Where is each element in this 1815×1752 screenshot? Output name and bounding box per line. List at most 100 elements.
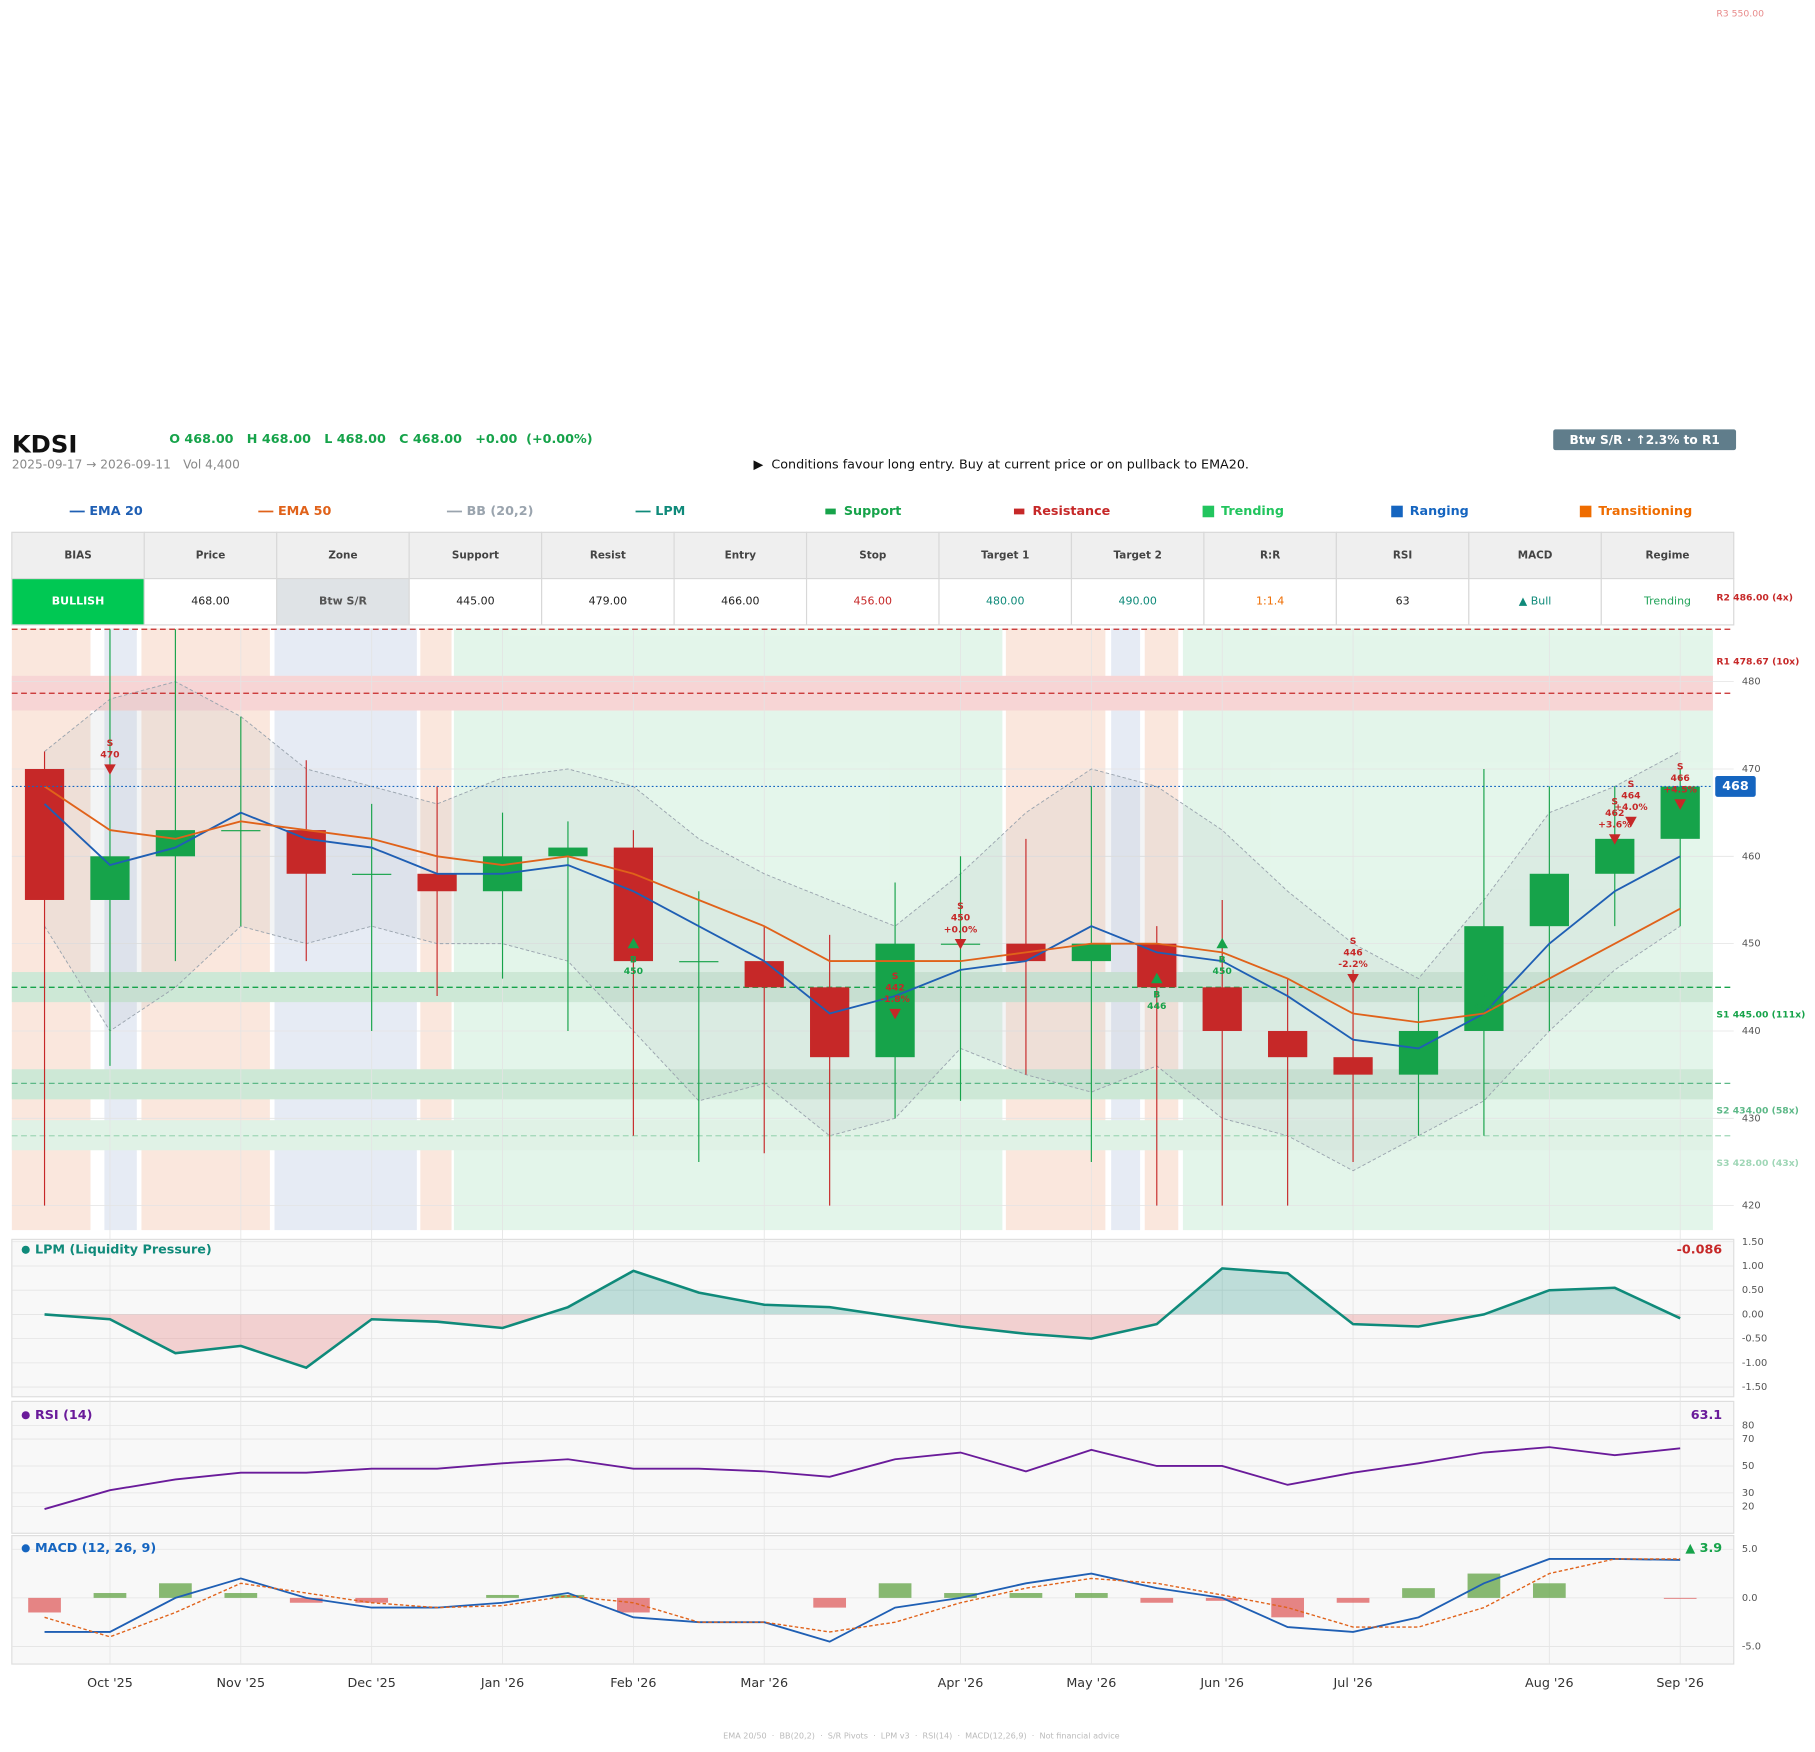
regime-shading [11, 628, 1713, 1231]
table-header: Regime [1646, 549, 1690, 561]
signal-marker [1347, 973, 1359, 985]
table-value: Btw S/R [319, 595, 368, 608]
ohlc: O 468.00 H 468.00 L 468.00 C 468.00 +0.0… [169, 431, 592, 446]
candle-body [810, 987, 850, 1058]
signal-side: B [1153, 989, 1160, 1000]
signal-change: +0.0% [944, 924, 977, 935]
signal-price: 446 [1474, 1001, 1493, 1012]
table-value: 445.00 [456, 595, 494, 608]
pane [11, 1535, 1735, 1665]
table-header-cell [1468, 531, 1602, 580]
x-tick-label: Jan '26 [480, 1675, 524, 1690]
legend-label: LPM [655, 503, 685, 518]
legend-square [1202, 505, 1215, 518]
signal-side: S [957, 901, 964, 912]
bollinger-upper [44, 681, 1681, 980]
candle-body [155, 830, 196, 857]
summary-table: BIAS BULLISH Price 468.00 Zone Btw S/R Support… [11, 531, 1735, 626]
y-tick-label: 20 [1742, 1501, 1755, 1512]
legend-label: BB (20,2) [467, 503, 534, 518]
y-tick-label: 0.50 [1742, 1285, 1764, 1296]
last-price-label: 468 [1722, 778, 1749, 793]
candle-body [24, 768, 65, 900]
table-value: 479.00 [589, 595, 627, 608]
signal-marker [1674, 799, 1686, 810]
table-value: 466.00 [721, 595, 759, 608]
table-header: Price [196, 549, 226, 561]
level-label: S2 434.00 (58x) [1716, 1106, 1799, 1117]
signal-side: S [892, 971, 899, 982]
macd-histogram-bar [159, 1583, 192, 1598]
signal-marker [627, 937, 640, 949]
x-tick-label: Oct '25 [87, 1675, 133, 1690]
signal-change: -1.8% [880, 994, 909, 1005]
y-tick-label: 70 [1742, 1434, 1755, 1445]
y-tick-label: 450 [1742, 939, 1761, 950]
x-tick-label: Jul '26 [1333, 1675, 1373, 1690]
y-tick-label: 440 [1742, 1026, 1761, 1037]
table-header-cell [1335, 531, 1470, 580]
table-value: 468.00 [191, 595, 229, 608]
candle-body [548, 847, 588, 857]
y-tick-label: 0.0 [1742, 1593, 1758, 1604]
macd-histogram-bar [1336, 1597, 1370, 1603]
pane [11, 1400, 1735, 1534]
table-cell [1600, 578, 1735, 626]
badge-text: Btw S/R · ↑2.3% to R1 [1569, 433, 1719, 447]
macd-histogram-bar [1140, 1597, 1174, 1603]
signal-side: B [1480, 989, 1487, 1000]
table-header: RSI [1393, 549, 1412, 561]
macd-histogram-bar [1663, 1597, 1697, 1599]
y-tick-label: -5.0 [1742, 1642, 1761, 1653]
y-tick-label: 5.0 [1742, 1544, 1758, 1555]
table-header: Target 2 [1114, 549, 1162, 561]
signal-change: +4.0% [1614, 802, 1647, 813]
y-tick-label: 50 [1742, 1461, 1755, 1472]
macd-histogram-bar [1205, 1597, 1239, 1601]
macd-histogram-bar [486, 1594, 519, 1598]
table-header-cell [938, 531, 1073, 580]
macd-histogram-bar [944, 1593, 977, 1598]
table-header: Support [452, 549, 499, 561]
lpm-line [44, 1267, 1681, 1370]
table-header-cell [1070, 531, 1205, 580]
legend-label: Trending [1221, 503, 1284, 518]
table-cell [143, 578, 278, 626]
table-header: Stop [859, 549, 886, 561]
table-cell [805, 578, 940, 626]
candle-body [679, 961, 719, 963]
table-value: BULLISH [52, 595, 104, 608]
candle-body [221, 830, 261, 832]
pane-title: MACD (12, 26, 9) [35, 1540, 156, 1555]
macd-histogram-bar [93, 1593, 127, 1598]
pane-dot [21, 1245, 30, 1254]
signal-side: B [1219, 954, 1226, 965]
bollinger-lower [44, 925, 1681, 1172]
signal-price: 450 [624, 966, 643, 977]
macd-histogram-bar [28, 1597, 61, 1613]
signal-change: +4.5% [1663, 785, 1696, 796]
x-tick-label: May '26 [1066, 1675, 1116, 1690]
candle-body [417, 873, 457, 892]
signal-side: S [1350, 936, 1357, 947]
table-value: Trending [1643, 595, 1691, 608]
table-cell [276, 578, 410, 626]
rsi-line [44, 1446, 1681, 1510]
signal-marker [889, 1008, 901, 1020]
volume: Vol 4,400 [183, 458, 240, 472]
y-tick-label: 0.00 [1742, 1309, 1764, 1320]
signal-marker [1478, 972, 1490, 984]
x-tick-label: Jun '26 [1199, 1675, 1244, 1690]
y-tick-label: 1.00 [1742, 1261, 1764, 1272]
pane-dot [21, 1544, 30, 1553]
macd-histogram-bar [1467, 1573, 1501, 1598]
table-header: MACD [1518, 549, 1553, 561]
pane-value: ▲ 3.9 [1685, 1540, 1722, 1555]
x-tick-label: Apr '26 [938, 1675, 984, 1690]
table-cell [541, 578, 675, 626]
candle-body [1398, 1030, 1439, 1075]
table-value: 490.00 [1118, 595, 1156, 608]
signal-change: -2.2% [1338, 959, 1367, 970]
candle-body [286, 830, 326, 874]
